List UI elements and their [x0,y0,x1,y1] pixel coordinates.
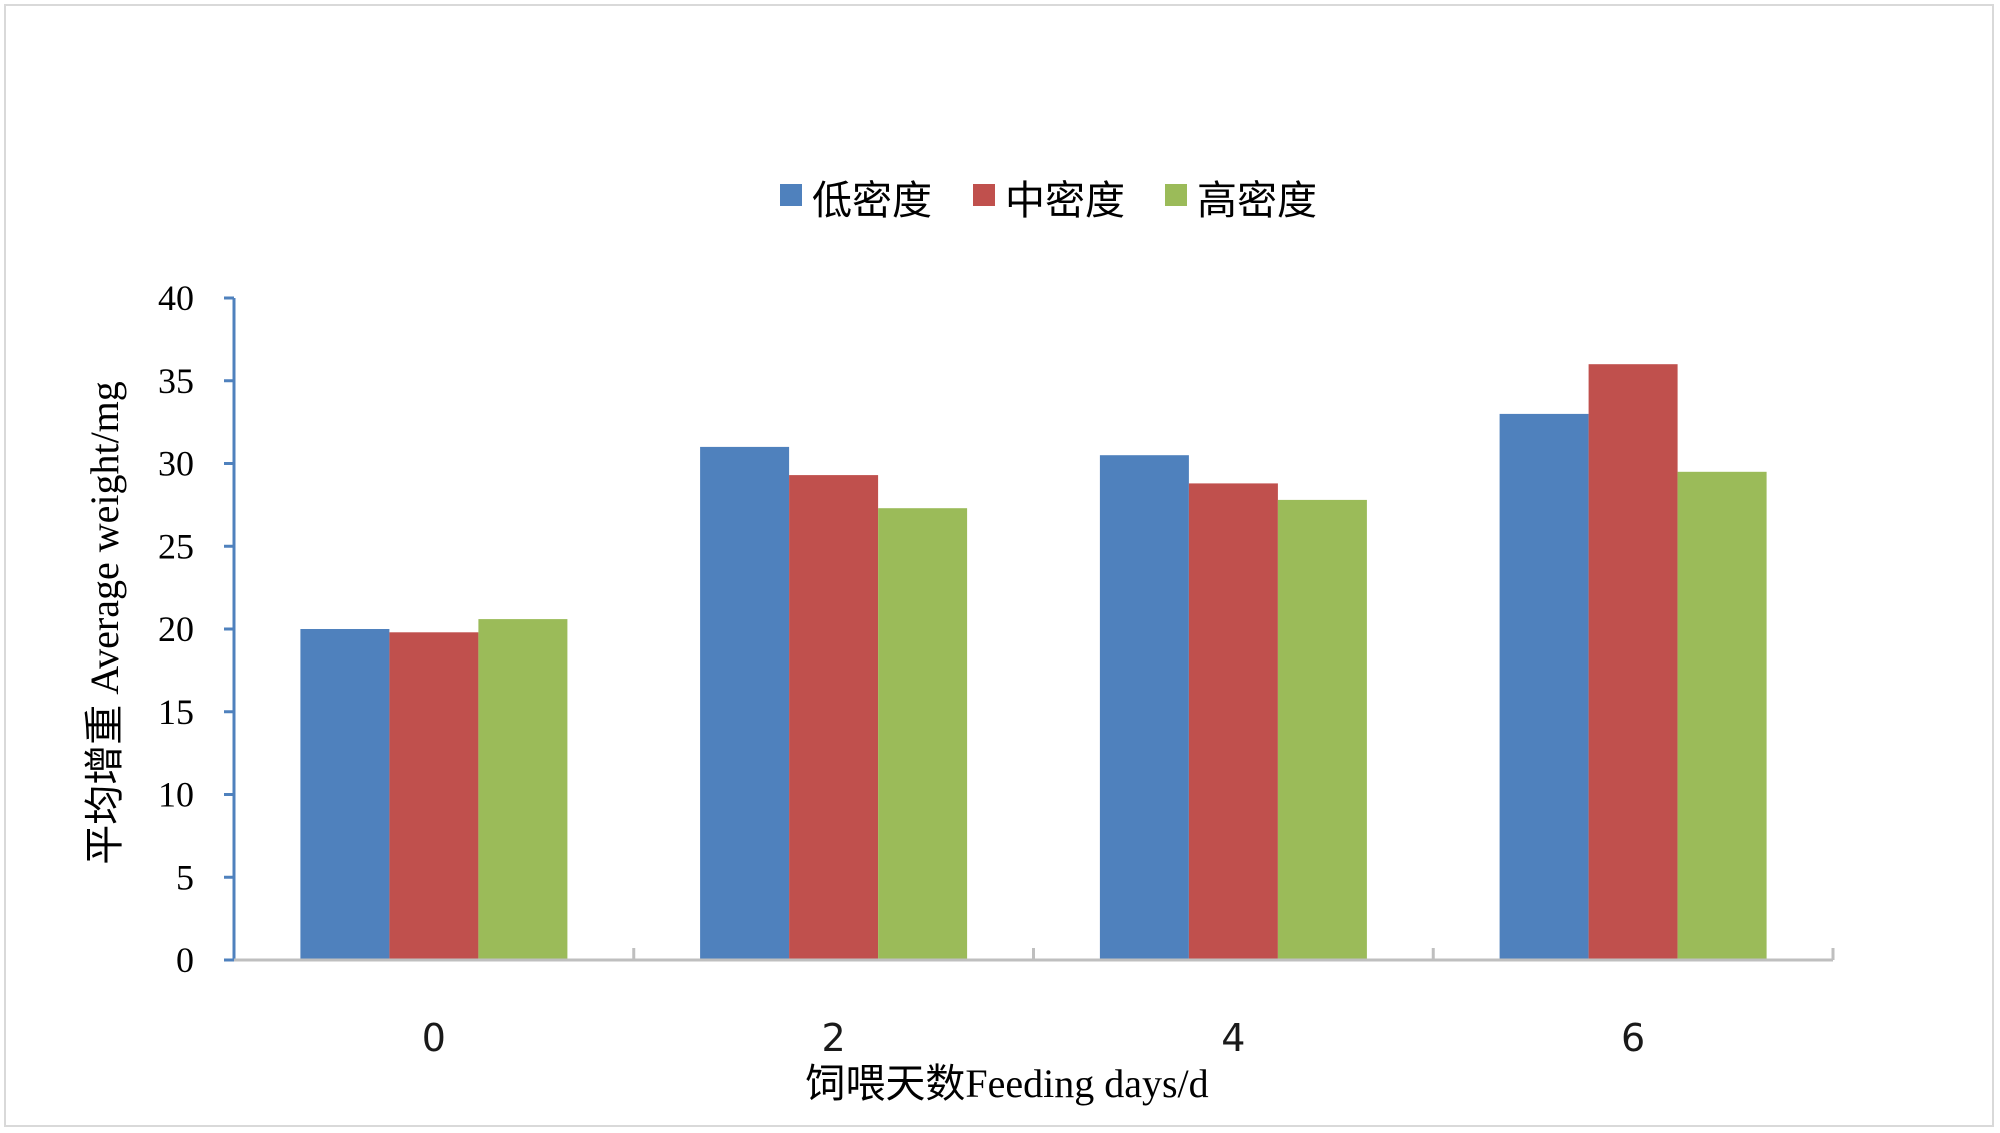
bar-series1-day0 [389,632,479,960]
bar-series2-day0 [478,619,568,960]
y-axis-title: 平均增重 Average weight/mg [82,381,127,865]
y-tick-label: 40 [158,278,194,318]
axes-layer [224,296,1835,962]
bar-series0-day2 [700,446,790,960]
y-tick-label: 10 [158,775,194,815]
legend-label-medium-density: 中密度 [1005,178,1125,224]
bar-series1-day4 [1188,483,1278,960]
legend-swatch-medium-density [973,184,995,206]
y-tick-label: 15 [158,692,194,732]
bars-layer [300,364,1767,960]
legend-label-low-density: 低密度 [812,178,932,224]
y-tick-label: 30 [158,444,194,484]
legend-swatch-high-density [1165,184,1187,206]
y-tick-label: 5 [176,857,194,897]
y-tick-label: 25 [158,526,194,566]
y-tick-label: 35 [158,361,194,401]
bar-series1-day2 [789,475,879,960]
x-axis-title: 饲喂天数Feeding days/d [805,1061,1208,1106]
x-tick-label: 2 [822,1016,846,1060]
legend: 低密度 中密度 高密度 [780,178,1317,224]
bar-series1-day6 [1588,364,1678,960]
bar-series0-day0 [300,629,390,960]
bar-series2-day6 [1677,471,1767,960]
x-tick-labels: 0 2 4 6 [422,1016,1645,1060]
y-tick-label: 20 [158,609,194,649]
bar-series0-day4 [1099,455,1189,960]
bar-series0-day6 [1499,413,1589,960]
legend-swatch-low-density [780,184,802,206]
y-tick-labels: 0 5 10 15 20 25 30 35 40 [158,278,194,980]
x-tick-label: 0 [422,1016,446,1060]
x-tick-label: 6 [1621,1016,1645,1060]
y-tick-label: 0 [176,940,194,980]
x-tick-label: 4 [1221,1016,1245,1060]
bar-series2-day2 [878,508,968,960]
bar-series2-day4 [1277,499,1367,960]
legend-label-high-density: 高密度 [1197,178,1317,224]
